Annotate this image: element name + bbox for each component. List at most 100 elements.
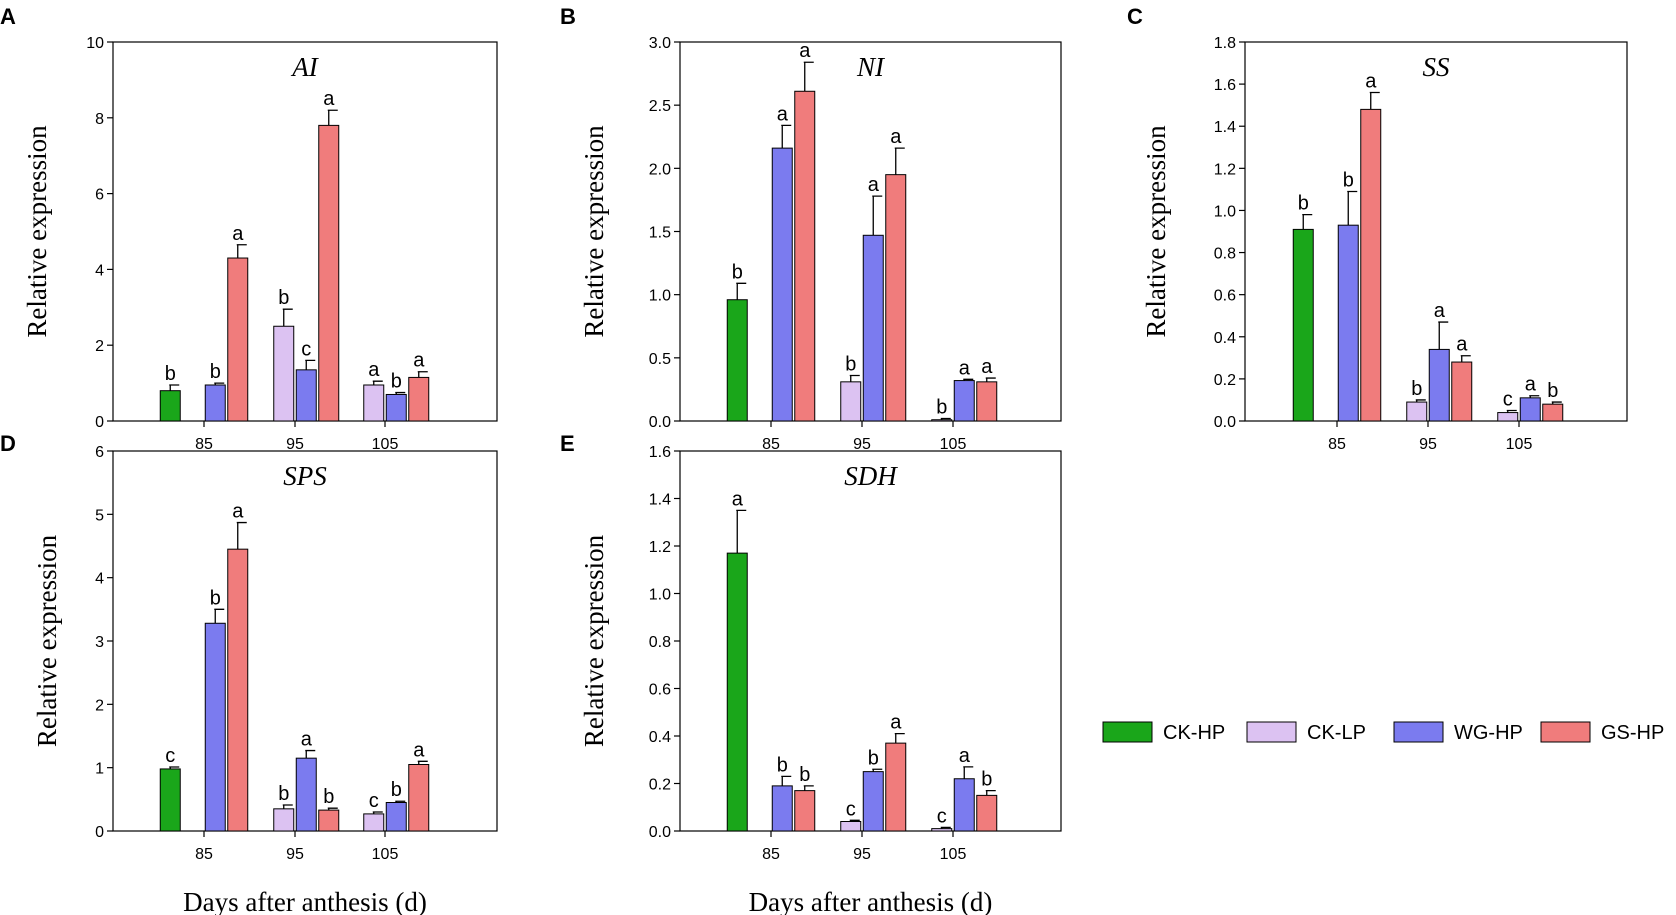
panel-letter: C	[1127, 4, 1143, 29]
y-axis-label: Relative expression	[1141, 125, 1171, 338]
y-tick-label: 3	[95, 634, 104, 651]
y-tick-label: 6	[95, 444, 104, 461]
error-bar-wg-hp-85	[214, 382, 225, 385]
bar-gs-hp-95	[885, 742, 907, 832]
significance-letter: a	[1456, 334, 1468, 356]
panel-title: SS	[1423, 52, 1451, 82]
y-tick-label: 1.4	[649, 492, 671, 509]
bar-ck-lp-95	[840, 381, 862, 422]
bar-ck-hp-85	[1292, 228, 1314, 422]
bar-wg-hp-85	[1337, 224, 1359, 422]
error-bar-gs-hp-105	[417, 760, 428, 765]
error-bar-ck-hp-85	[736, 509, 747, 554]
legend: CK-HP CK-LP WG-HP GS-HP	[1102, 721, 1664, 744]
y-tick-label: 1.8	[1214, 35, 1236, 52]
error-bar-gs-hp-105	[417, 371, 428, 378]
significance-letter: c	[165, 745, 175, 767]
y-tick-label: 0.6	[1214, 288, 1236, 305]
error-bar-ck-lp-105	[1506, 409, 1517, 413]
y-axis-label: Relative expression	[22, 125, 52, 338]
error-bar-gs-hp-85	[1369, 91, 1380, 110]
x-tick-label: 105	[1506, 436, 1533, 453]
bar-ck-lp-95	[273, 325, 295, 422]
error-bar-wg-hp-105	[963, 766, 974, 779]
significance-letter: a	[777, 103, 789, 125]
panel-title: AI	[290, 52, 319, 82]
bar-ck-hp-85	[159, 768, 181, 832]
significance-letter: b	[391, 779, 402, 801]
y-tick-label: 0.4	[1214, 330, 1236, 347]
panel-letter: A	[0, 4, 16, 29]
significance-letter: a	[959, 745, 971, 767]
y-tick-label: 0.0	[649, 824, 671, 841]
significance-letter: b	[1298, 193, 1309, 215]
bar-ck-lp-105	[363, 384, 385, 422]
x-tick-label: 95	[286, 846, 304, 863]
legend-swatch-gs-hp	[1540, 721, 1591, 743]
bar-gs-hp-85	[227, 548, 249, 832]
significance-letter: a	[981, 356, 993, 378]
significance-letter: a	[232, 501, 244, 523]
error-bar-wg-hp-105	[395, 800, 406, 803]
significance-letter: b	[1343, 169, 1354, 191]
significance-letter: b	[799, 764, 810, 786]
legend-swatch-ck-lp	[1246, 721, 1297, 743]
significance-letter: a	[368, 359, 380, 381]
error-bar-wg-hp-95	[305, 749, 316, 759]
significance-letter: a	[1365, 71, 1377, 93]
y-tick-label: 1.6	[649, 444, 671, 461]
bar-gs-hp-95	[885, 174, 907, 422]
significance-letter: a	[732, 488, 744, 510]
bar-ck-lp-105	[931, 419, 953, 422]
y-tick-label: 1.2	[649, 539, 671, 556]
bar-gs-hp-105	[976, 794, 998, 832]
y-tick-label: 0.4	[649, 729, 671, 746]
bar-gs-hp-85	[794, 790, 816, 832]
bar-wg-hp-85	[771, 785, 793, 832]
bar-gs-hp-105	[408, 764, 430, 832]
significance-letter: b	[278, 783, 289, 805]
bar-wg-hp-95	[862, 771, 884, 832]
significance-letter: b	[845, 354, 856, 376]
panel-title: SPS	[283, 461, 327, 491]
significance-letter: a	[799, 40, 811, 62]
error-bar-wg-hp-85	[1347, 190, 1358, 226]
error-bar-ck-lp-105	[372, 811, 383, 814]
significance-letter: c	[1503, 388, 1513, 410]
bar-ck-lp-95	[840, 821, 862, 832]
bar-gs-hp-95	[318, 124, 340, 422]
error-bar-gs-hp-85	[236, 244, 247, 259]
y-tick-label: 8	[95, 111, 104, 128]
error-bar-gs-hp-105	[985, 789, 996, 796]
x-tick-label: 85	[762, 846, 780, 863]
legend-swatch-ck-hp	[1102, 721, 1153, 743]
bar-wg-hp-105	[953, 380, 975, 422]
error-bar-ck-hp-85	[169, 384, 180, 391]
bar-ck-hp-85	[726, 552, 748, 832]
error-bar-wg-hp-105	[1529, 395, 1540, 398]
bar-wg-hp-95	[295, 757, 317, 832]
error-bar-gs-hp-105	[1551, 401, 1562, 405]
bar-gs-hp-105	[408, 376, 430, 422]
panel-letter: E	[560, 431, 575, 456]
error-bar-ck-hp-85	[1302, 214, 1313, 230]
significance-letter: b	[323, 786, 334, 808]
error-bar-gs-hp-95	[327, 807, 338, 811]
panel-title: NI	[856, 52, 886, 82]
bar-wg-hp-105	[953, 778, 975, 832]
significance-letter: b	[278, 287, 289, 309]
y-tick-label: 4	[95, 262, 104, 279]
significance-letter: b	[868, 747, 879, 769]
error-bar-wg-hp-85	[214, 608, 225, 624]
error-bar-wg-hp-105	[395, 391, 406, 395]
significance-letter: b	[981, 769, 992, 791]
x-tick-label: 95	[853, 436, 871, 453]
significance-letter: b	[210, 587, 221, 609]
y-tick-label: 1.2	[1214, 161, 1236, 178]
bar-wg-hp-95	[1428, 348, 1450, 422]
y-tick-label: 1.5	[649, 225, 671, 242]
x-tick-label: 85	[195, 436, 213, 453]
significance-letter: b	[210, 361, 221, 383]
